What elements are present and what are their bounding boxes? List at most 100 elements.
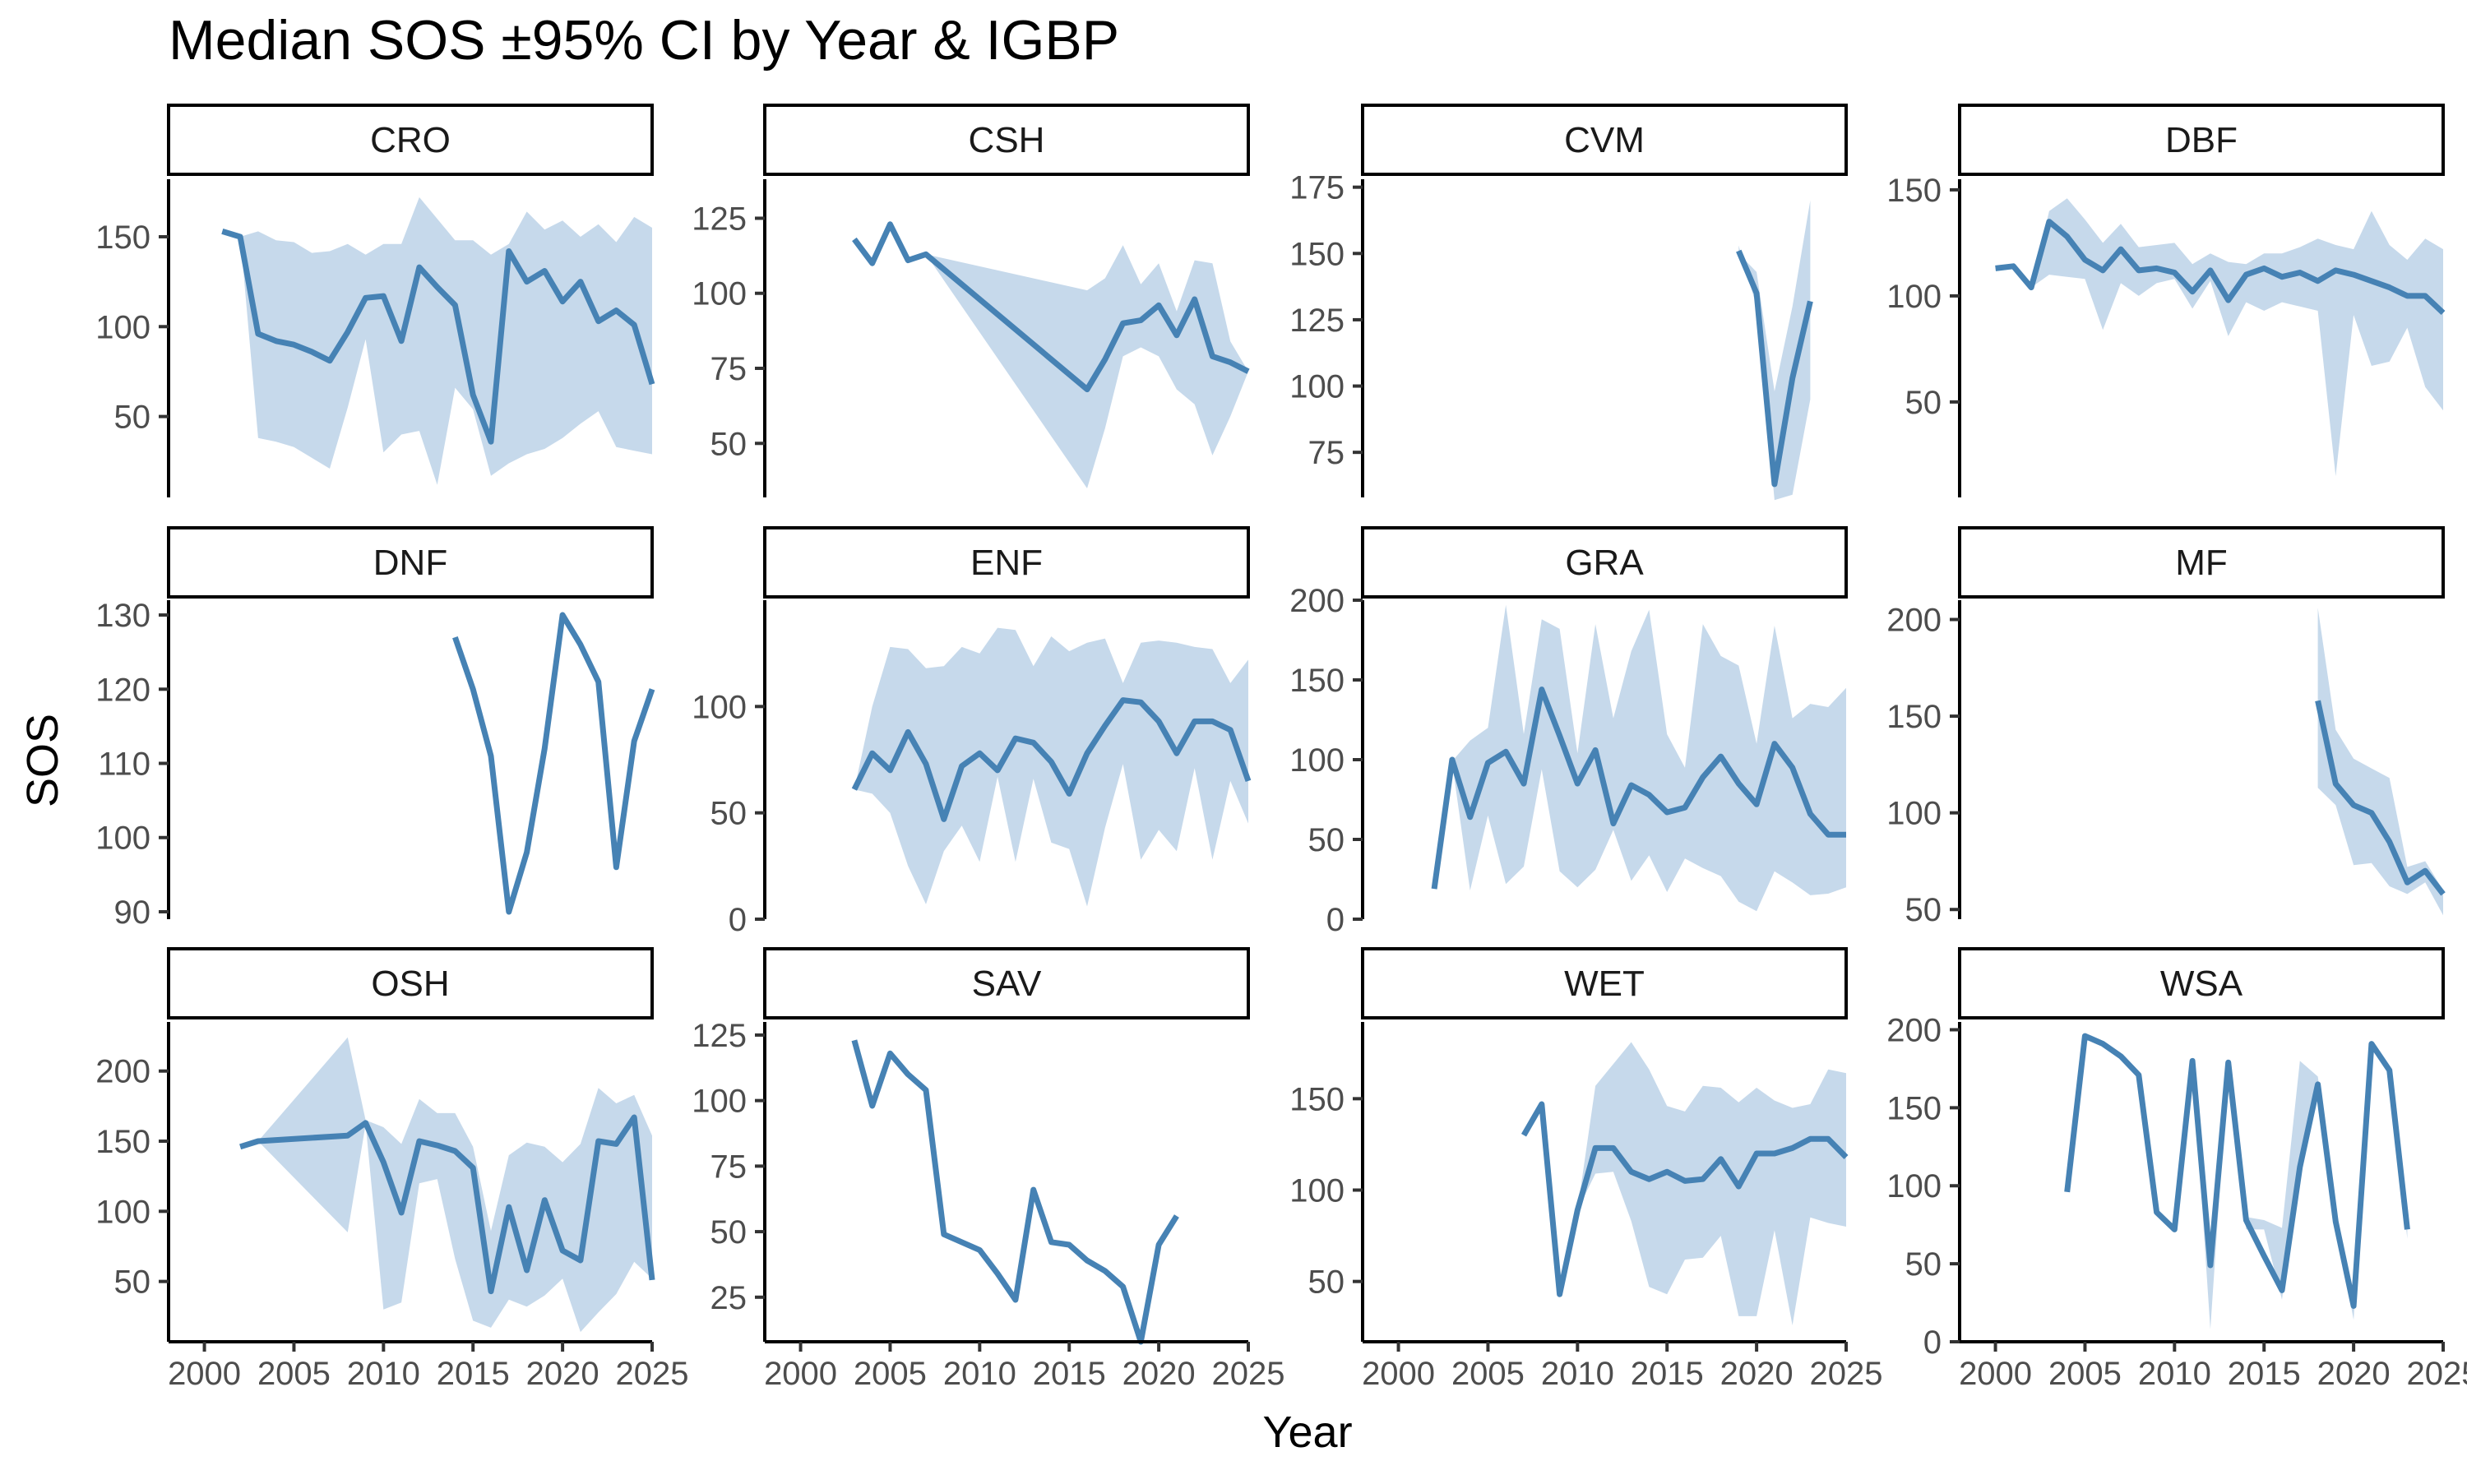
y-tick-label: 50 — [710, 426, 748, 462]
strip-label: WSA — [2160, 964, 2243, 1004]
y-tick-label: 0 — [1326, 902, 1345, 938]
y-tick-label: 150 — [1886, 173, 1942, 209]
y-tick-label: 200 — [1886, 603, 1942, 639]
y-tick-label: 110 — [98, 747, 150, 783]
x-tick-label: 2005 — [2048, 1356, 2122, 1392]
strip-box — [763, 104, 1250, 176]
x-tick-label: 2000 — [1959, 1356, 2032, 1392]
y-tick-label: 150 — [1886, 1090, 1942, 1126]
y-tick-label: 200 — [95, 1054, 150, 1090]
strip-box — [167, 526, 654, 599]
x-tick-label: 2000 — [168, 1356, 241, 1392]
median-line — [1736, 249, 1813, 488]
y-tick-label: 50 — [114, 400, 151, 436]
panel-wet: WET 50 100 150 2000 2005 2010 2015 2020 2025 — [1289, 947, 1883, 1392]
y-tick-label: 200 — [1289, 583, 1345, 619]
strip-label: GRA — [1565, 543, 1644, 583]
strip-box — [1361, 104, 1848, 176]
y-tick-label: 100 — [1289, 369, 1345, 405]
x-tick-label: 2005 — [854, 1356, 927, 1392]
x-tick-label: 2000 — [1362, 1356, 1435, 1392]
x-tick-label: 2025 — [616, 1356, 689, 1392]
x-tick-label: 2025 — [1810, 1356, 1883, 1392]
y-tick-label: 150 — [1289, 1081, 1345, 1117]
panel-gra: GRA 0 50 100 150 200 — [1289, 526, 1848, 938]
x-tick-label: 2020 — [1720, 1356, 1794, 1392]
y-tick-label: 50 — [114, 1264, 151, 1301]
median-line — [1520, 1101, 1849, 1297]
y-tick-label: 150 — [95, 220, 150, 256]
y-tick-label: 0 — [1923, 1325, 1942, 1361]
panel-dnf: DNF 90 100 110 120 130 — [95, 526, 655, 931]
strip-label: MF — [2175, 543, 2228, 583]
strip-label: OSH — [371, 964, 449, 1004]
y-tick-label: 25 — [710, 1280, 748, 1316]
y-tick-label: 100 — [692, 689, 747, 725]
y-tick-label: 100 — [1289, 742, 1345, 779]
panel-wsa: WSA 0 50 100 150 200 2000 2005 2010 2015 2020 2025 — [1886, 947, 2467, 1392]
median-line — [851, 697, 1252, 822]
y-tick-label: 100 — [95, 821, 150, 857]
y-tick-label: 100 — [95, 1194, 150, 1230]
ci-band — [1434, 604, 1846, 912]
panel-csh: CSH 50 75 100 125 — [692, 104, 1250, 497]
x-tick-label: 2025 — [2407, 1356, 2467, 1392]
strip-label: DNF — [373, 543, 447, 583]
strip-box — [763, 526, 1250, 599]
x-tick-label: 2020 — [1122, 1356, 1196, 1392]
y-tick-label: 75 — [710, 351, 748, 387]
y-axis-label: SOS — [18, 714, 67, 807]
y-tick-label: 125 — [692, 1018, 747, 1054]
strip-label: CSH — [969, 120, 1045, 160]
y-tick-label: 150 — [1289, 663, 1345, 699]
strip-box — [1958, 104, 2445, 176]
y-tick-label: 150 — [95, 1124, 150, 1160]
strip-box — [1958, 526, 2445, 599]
strip-box — [167, 104, 654, 176]
median-line — [452, 612, 655, 915]
y-tick-label: 150 — [1289, 236, 1345, 272]
x-tick-label: 2015 — [1033, 1356, 1106, 1392]
strip-label: CRO — [370, 120, 451, 160]
x-tick-label: 2000 — [764, 1356, 837, 1392]
x-tick-label: 2010 — [2138, 1356, 2211, 1392]
median-line — [851, 1039, 1179, 1345]
ci-band — [2317, 608, 2443, 916]
strip-box — [763, 947, 1250, 1019]
y-tick-label: 50 — [710, 796, 748, 832]
y-tick-label: 200 — [1886, 1012, 1942, 1048]
y-tick-label: 100 — [692, 276, 747, 312]
y-tick-label: 50 — [1905, 892, 1942, 928]
strip-label: ENF — [970, 543, 1043, 583]
y-tick-label: 175 — [1289, 170, 1345, 206]
x-tick-label: 2010 — [1541, 1356, 1614, 1392]
y-tick-label: 125 — [1289, 303, 1345, 339]
x-tick-label: 2005 — [1451, 1356, 1525, 1392]
y-tick-label: 90 — [114, 895, 151, 931]
y-tick-label: 100 — [1886, 279, 1942, 315]
median-line — [2315, 700, 2446, 896]
y-tick-label: 100 — [1289, 1173, 1345, 1209]
y-tick-label: 50 — [1905, 385, 1942, 421]
x-tick-label: 2010 — [347, 1356, 420, 1392]
ci-band — [1738, 200, 1811, 501]
panel-cro: CRO 50 100 150 — [95, 104, 655, 497]
y-tick-label: 50 — [1905, 1246, 1942, 1283]
median-line — [1995, 219, 2446, 316]
x-tick-label: 2020 — [2317, 1356, 2391, 1392]
strip-box — [1361, 526, 1848, 599]
panel-cvm: CVM 75 100 125 150 175 — [1289, 104, 1848, 501]
y-tick-label: 100 — [1886, 796, 1942, 832]
y-tick-label: 125 — [692, 201, 747, 237]
y-tick-label: 100 — [95, 309, 150, 345]
median-line — [852, 221, 1250, 393]
ci-band — [240, 1037, 652, 1333]
panel-enf: ENF 0 50 100 — [692, 526, 1252, 938]
y-tick-label: 0 — [729, 902, 747, 938]
x-tick-label: 2015 — [1631, 1356, 1704, 1392]
x-tick-label: 2020 — [526, 1356, 599, 1392]
x-tick-label: 2015 — [437, 1356, 510, 1392]
y-tick-label: 50 — [710, 1214, 748, 1251]
